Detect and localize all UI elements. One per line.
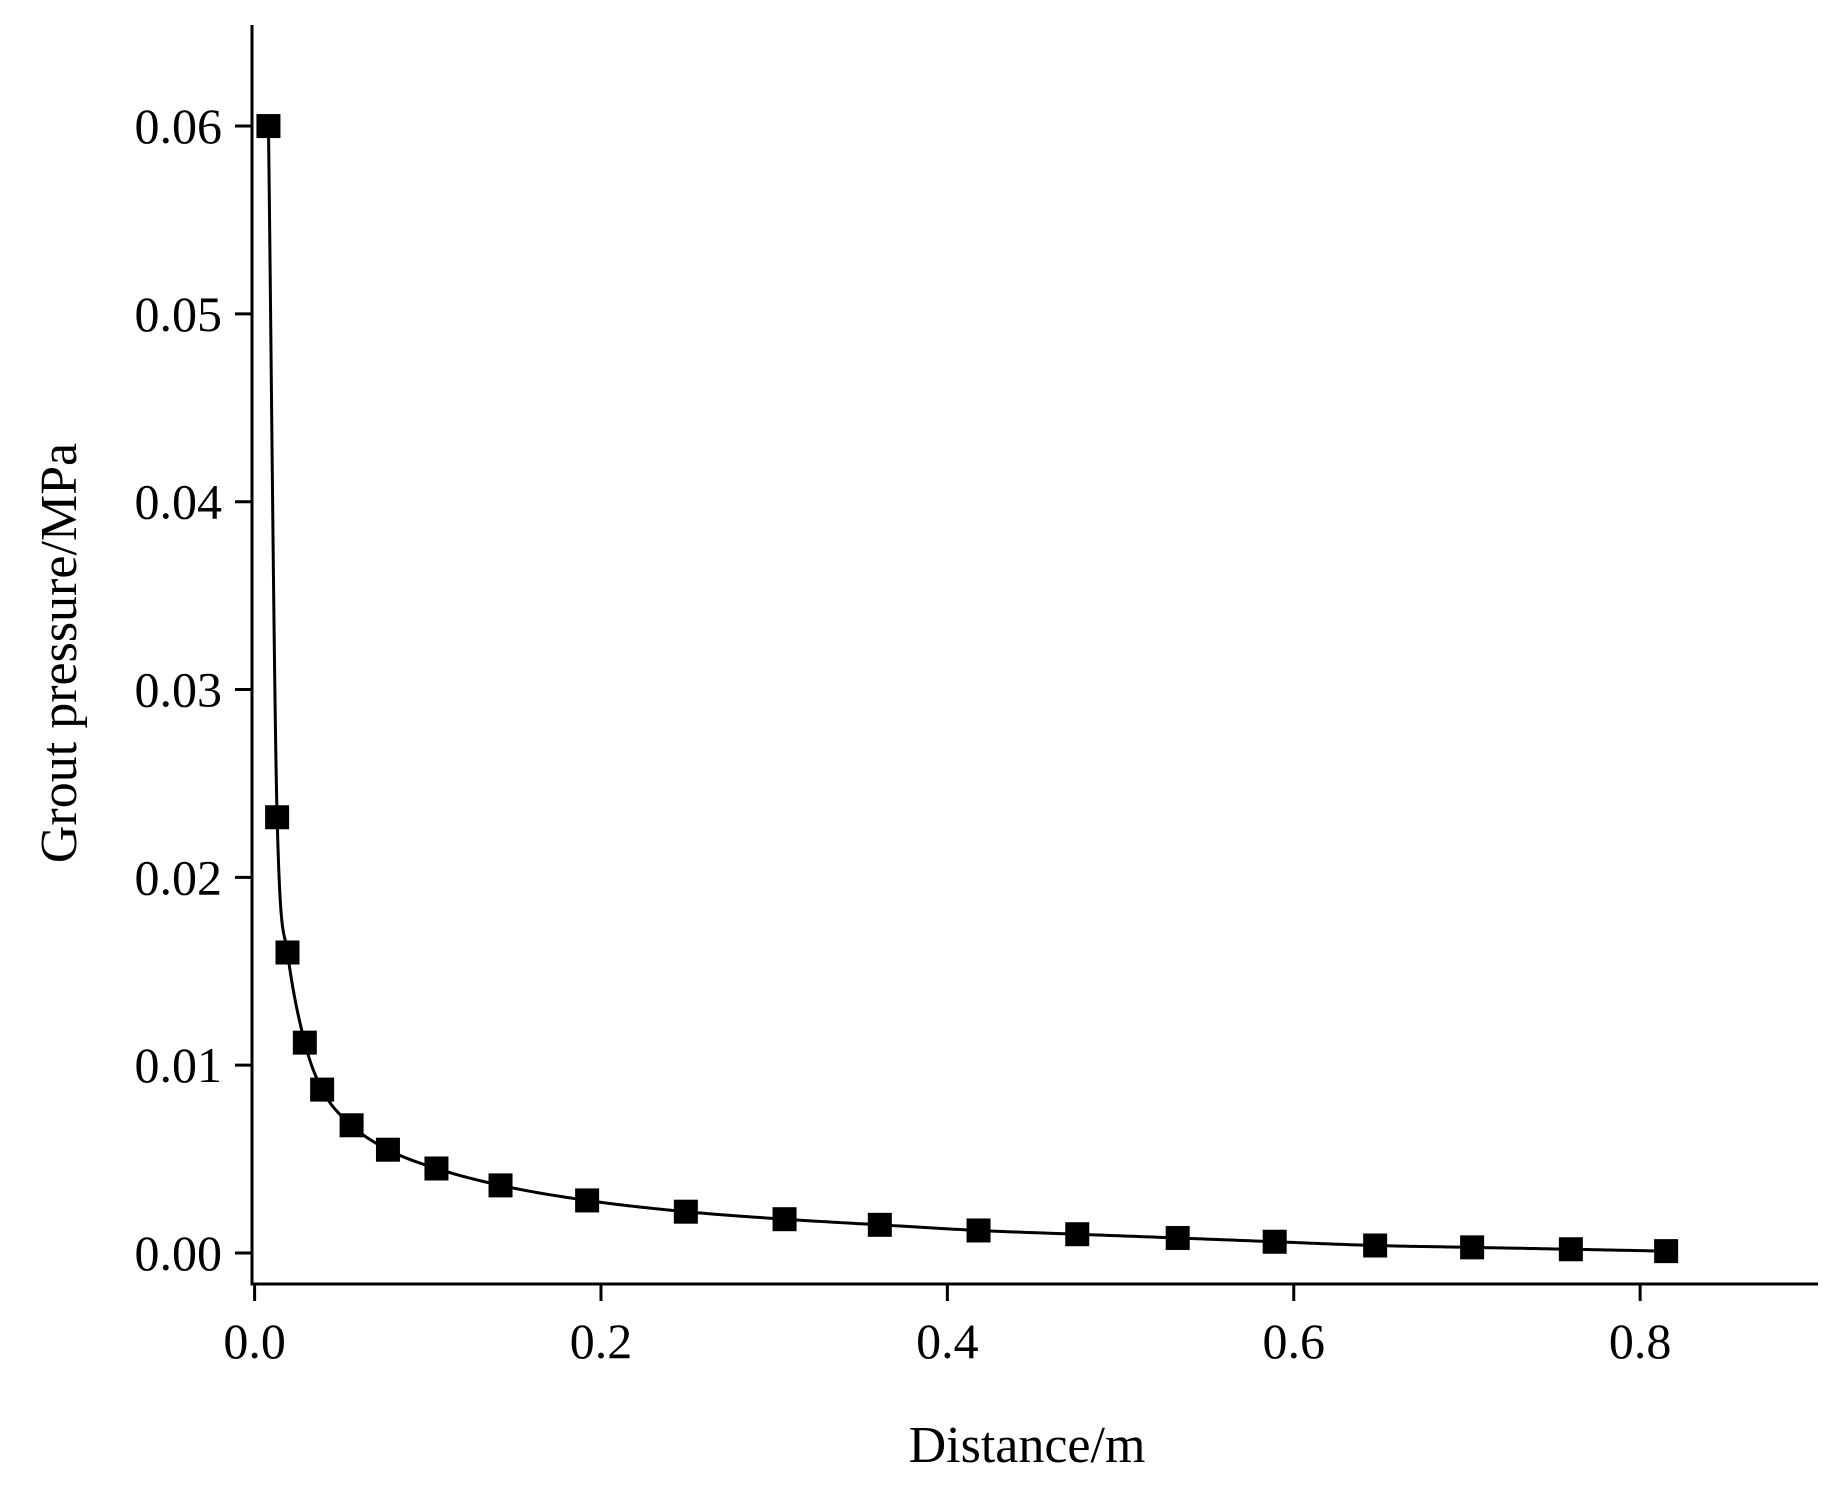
data-point <box>310 1077 335 1102</box>
data-point <box>1165 1225 1190 1250</box>
data-point <box>265 805 290 830</box>
data-point <box>275 940 300 965</box>
y-tick-label: 0.04 <box>135 474 223 530</box>
data-point <box>966 1218 991 1243</box>
y-tick-label: 0.03 <box>135 662 223 718</box>
data-point <box>772 1207 797 1232</box>
y-axis-title: Grout pressure/MPa <box>31 443 88 863</box>
x-tick-label: 0.0 <box>223 1313 286 1369</box>
data-point <box>575 1188 600 1213</box>
x-axis-title: Distance/m <box>909 1417 1146 1474</box>
data-point <box>673 1199 698 1224</box>
axes <box>250 25 1818 1286</box>
y-tick-label: 0.02 <box>135 849 223 905</box>
data-point <box>375 1137 400 1162</box>
data-point <box>488 1173 513 1198</box>
fit-curve <box>266 126 1667 1253</box>
x-ticks: 0.0 0.2 0.4 0.6 0.8 <box>223 1284 1671 1369</box>
data-point <box>1558 1237 1583 1262</box>
x-tick-label: 0.2 <box>570 1313 633 1369</box>
y-tick-label: 0.00 <box>135 1225 223 1281</box>
y-tick-label: 0.01 <box>135 1037 223 1093</box>
data-point <box>1460 1235 1485 1260</box>
x-tick-label: 0.8 <box>1609 1313 1672 1369</box>
y-ticks: 0.00 0.01 0.02 0.03 0.04 0.05 0.06 <box>135 98 252 1281</box>
data-markers <box>256 114 1679 1264</box>
data-point <box>1363 1233 1388 1258</box>
data-point <box>424 1156 449 1181</box>
data-point <box>256 114 281 139</box>
y-tick-label: 0.05 <box>135 286 223 342</box>
data-point <box>1654 1239 1679 1264</box>
data-point <box>339 1113 364 1138</box>
data-point <box>292 1030 317 1055</box>
data-point <box>1262 1229 1287 1254</box>
y-tick-label: 0.06 <box>135 98 223 154</box>
data-point <box>867 1212 892 1237</box>
x-tick-label: 0.6 <box>1262 1313 1325 1369</box>
x-tick-label: 0.4 <box>916 1313 979 1369</box>
data-point <box>1065 1222 1090 1247</box>
